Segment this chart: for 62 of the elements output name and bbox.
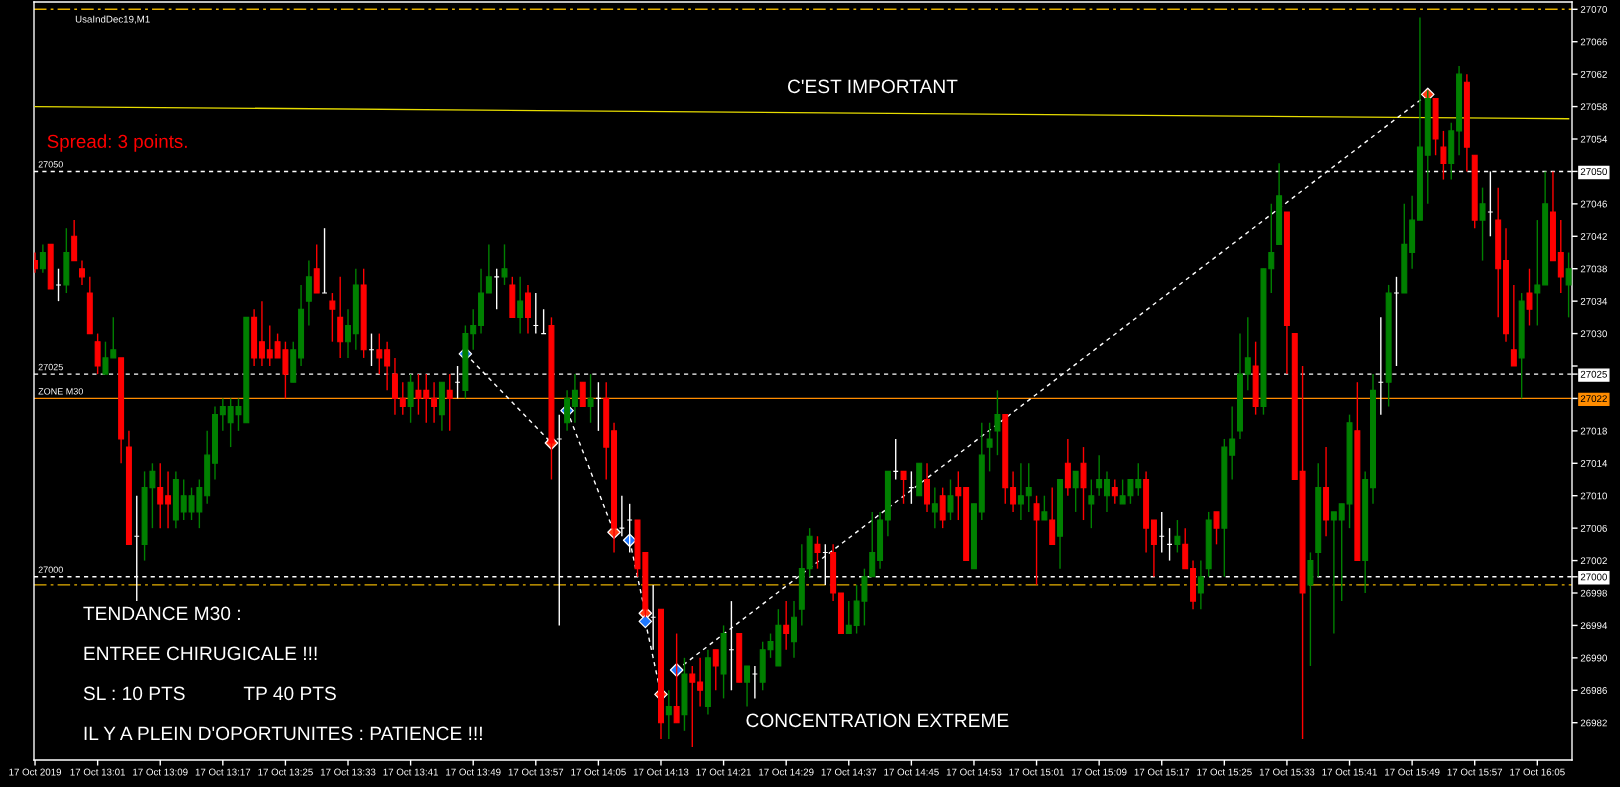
y-tick-label: 27022 <box>1580 395 1607 403</box>
x-tick-label: 17 Oct 13:25 <box>258 768 313 776</box>
x-tick-label: 17 Oct 15:57 <box>1447 768 1503 776</box>
x-tick-label: 17 Oct 14:37 <box>821 768 877 776</box>
annotation: TP 40 PTS <box>243 686 336 701</box>
y-tick-label: 27010 <box>1580 492 1607 500</box>
ref-line-label: ZONE M30 <box>38 388 83 395</box>
y-tick-label: 27034 <box>1580 297 1608 305</box>
x-tick-label: 17 Oct 14:29 <box>759 768 814 776</box>
x-tick-label: 17 Oct 14:21 <box>696 768 751 776</box>
x-tick-label: 17 Oct 13:49 <box>446 768 501 776</box>
y-tick-label: 27054 <box>1580 135 1608 143</box>
annotation: TENDANCE M30 : <box>83 606 240 621</box>
y-tick-label: 27000 <box>1580 573 1607 581</box>
y-tick-label: 27014 <box>1580 460 1608 467</box>
x-tick-label: 17 Oct 14:13 <box>633 768 689 776</box>
x-tick-label: 17 Oct 14:45 <box>884 768 939 776</box>
x-tick-label: 17 Oct 14:53 <box>946 768 1002 776</box>
x-tick-label: 17 Oct 2019 <box>9 768 62 776</box>
x-tick-label: 17 Oct 13:09 <box>133 768 188 776</box>
annotation: CONCENTRATION EXTREME <box>746 713 1009 728</box>
y-tick-label: 27062 <box>1580 70 1607 78</box>
y-tick-label: 27046 <box>1580 200 1607 208</box>
ref-line-label: 27025 <box>38 363 63 371</box>
y-tick-label: 27018 <box>1580 427 1607 435</box>
x-tick-label: 17 Oct 13:17 <box>195 768 251 776</box>
x-tick-label: 17 Oct 13:57 <box>508 768 564 776</box>
y-tick-label: 27042 <box>1580 233 1607 240</box>
x-tick-label: 17 Oct 13:01 <box>70 768 125 776</box>
annotation: IL Y A PLEIN D'OPORTUNITES : PATIENCE !!! <box>84 726 482 741</box>
y-tick-label: 27025 <box>1580 370 1607 378</box>
y-tick-label: 27070 <box>1580 6 1607 13</box>
y-tick-label: 26986 <box>1580 687 1607 694</box>
x-tick-label: 17 Oct 15:17 <box>1134 768 1190 776</box>
y-tick-label: 27050 <box>1580 168 1607 176</box>
y-tick-label: 27002 <box>1580 557 1607 565</box>
y-tick-label: 27066 <box>1580 38 1607 46</box>
x-tick-label: 17 Oct 15:25 <box>1197 768 1252 776</box>
x-tick-label: 17 Oct 14:05 <box>571 768 626 776</box>
text: UsaIndDec19,M1 <box>75 15 150 24</box>
x-tick-label: 17 Oct 16:05 <box>1510 768 1565 776</box>
y-tick-label: 26982 <box>1580 719 1607 727</box>
y-tick-label: 27058 <box>1580 103 1607 111</box>
x-tick-label: 17 Oct 13:33 <box>320 768 376 776</box>
y-tick-label: 26990 <box>1580 654 1607 662</box>
x-tick-label: 17 Oct 15:01 <box>1009 768 1064 776</box>
annotation: Spread: 3 points. <box>47 134 187 152</box>
x-tick-label: 17 Oct 13:41 <box>383 768 438 776</box>
annotation: C'EST IMPORTANT <box>788 79 958 94</box>
y-tick-label: 27006 <box>1580 524 1607 532</box>
y-tick-label: 27038 <box>1580 265 1607 273</box>
y-tick-label: 26998 <box>1580 589 1607 597</box>
y-tick-label: 27030 <box>1580 330 1607 338</box>
x-tick-label: 17 Oct 15:41 <box>1322 768 1377 776</box>
x-tick-label: 17 Oct 15:09 <box>1072 768 1127 776</box>
ref-line-label: 27000 <box>38 566 63 573</box>
ref-line-label: 27050 <box>38 161 63 168</box>
x-tick-label: 17 Oct 15:49 <box>1385 768 1440 776</box>
annotation: SL : 10 PTS <box>83 686 185 701</box>
y-tick-label: 26994 <box>1580 622 1608 630</box>
annotation: ENTREE CHIRUGICALE !!! <box>84 646 317 661</box>
x-tick-label: 17 Oct 15:33 <box>1259 768 1315 776</box>
